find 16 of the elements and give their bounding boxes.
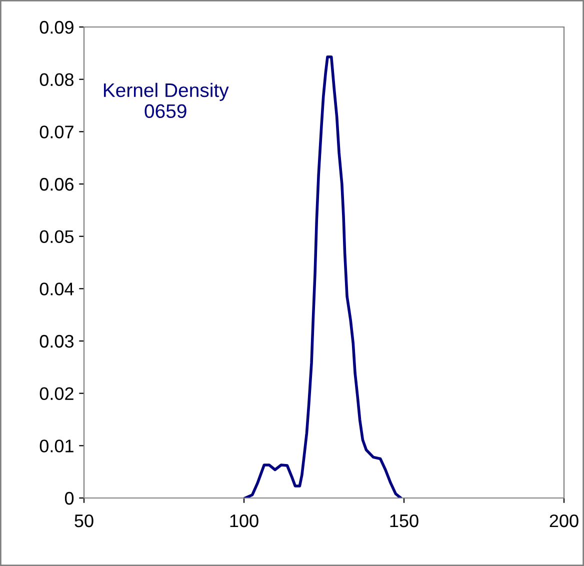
y-tick-label: 0.02 [40, 387, 74, 400]
x-tick-label: 100 [230, 514, 258, 528]
line-series [244, 55, 402, 498]
annotation: Kernel Density 0659 [104, 82, 229, 118]
y-tick-label: 0.01 [40, 440, 74, 452]
y-tick-label: 0.04 [40, 282, 74, 296]
x-tick-label: 50 [74, 514, 94, 528]
y-tick-label: 0.03 [40, 334, 74, 348]
y-tick-label: 0 [64, 492, 74, 505]
y-tick-label: 0.09 [40, 20, 74, 34]
x-tick-label: 150 [390, 514, 418, 528]
y-tick-label: 0.08 [40, 73, 74, 86]
y-tick-label: 0.05 [40, 230, 74, 244]
y-tick-label: 0.06 [40, 178, 74, 191]
y-tick-label: 0.07 [40, 126, 74, 138]
x-tick-label: 200 [550, 514, 578, 528]
